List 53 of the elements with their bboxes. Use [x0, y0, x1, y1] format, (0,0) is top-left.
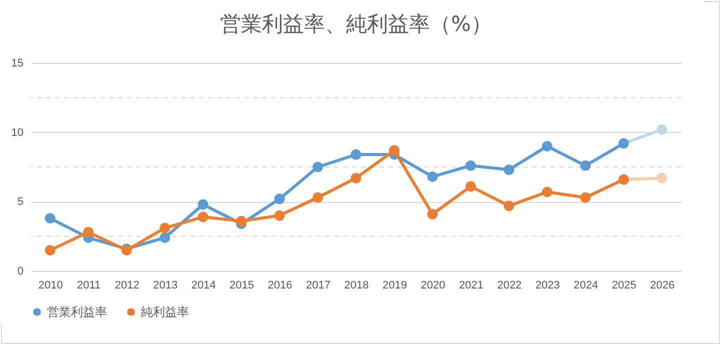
point	[542, 140, 552, 152]
chart-title: 営業利益率、純利益率（%）	[220, 12, 492, 36]
point	[83, 226, 94, 238]
x-tick-label: 2014	[191, 280, 216, 292]
x-tick-label: 2017	[306, 280, 331, 292]
point	[198, 212, 208, 222]
y-tick-label: 10	[11, 126, 24, 139]
x-tick-label: 2012	[114, 280, 140, 292]
x-tick-label: 2015	[230, 280, 254, 292]
legend-label: 純利益率	[141, 305, 189, 319]
point	[236, 216, 247, 226]
point	[198, 199, 208, 210]
point	[656, 172, 668, 184]
point	[542, 186, 552, 198]
point	[312, 192, 324, 203]
x-tick-label: 2020	[420, 280, 446, 292]
x-tick-label: 2019	[382, 280, 407, 292]
point	[504, 164, 514, 176]
point	[427, 208, 438, 220]
point	[274, 210, 285, 221]
x-tick-label: 2022	[497, 280, 522, 292]
y-tick-label: 5	[17, 196, 24, 208]
y-tick-label: 0	[17, 266, 24, 278]
point	[44, 244, 56, 256]
point	[618, 138, 629, 149]
point	[465, 181, 476, 192]
x-tick-label: 2013	[153, 280, 178, 292]
x-tick-label: 2011	[77, 280, 101, 292]
point	[160, 222, 170, 234]
point	[312, 162, 324, 172]
point	[504, 200, 514, 212]
point	[388, 145, 400, 156]
point	[618, 174, 629, 185]
x-tick-label: 2010	[38, 280, 63, 292]
x-tick-label: 2016	[268, 280, 292, 292]
point	[274, 194, 285, 204]
x-tick-label: 2018	[344, 280, 369, 292]
x-tick-label: 2021	[458, 280, 484, 292]
point	[580, 192, 591, 203]
legend-label: 営業利益率	[47, 305, 107, 319]
point	[350, 172, 362, 184]
x-tick-label: 2023	[535, 280, 560, 292]
point	[465, 160, 476, 171]
point	[427, 171, 438, 182]
y-tick-label: 15	[11, 58, 24, 70]
point	[580, 160, 591, 171]
x-tick-label: 2024	[574, 280, 598, 292]
x-tick-label: 2026	[650, 280, 675, 292]
x-tick-label: 2025	[612, 280, 636, 292]
point	[160, 232, 170, 243]
point	[44, 213, 56, 224]
point	[656, 124, 668, 135]
point	[350, 149, 362, 160]
